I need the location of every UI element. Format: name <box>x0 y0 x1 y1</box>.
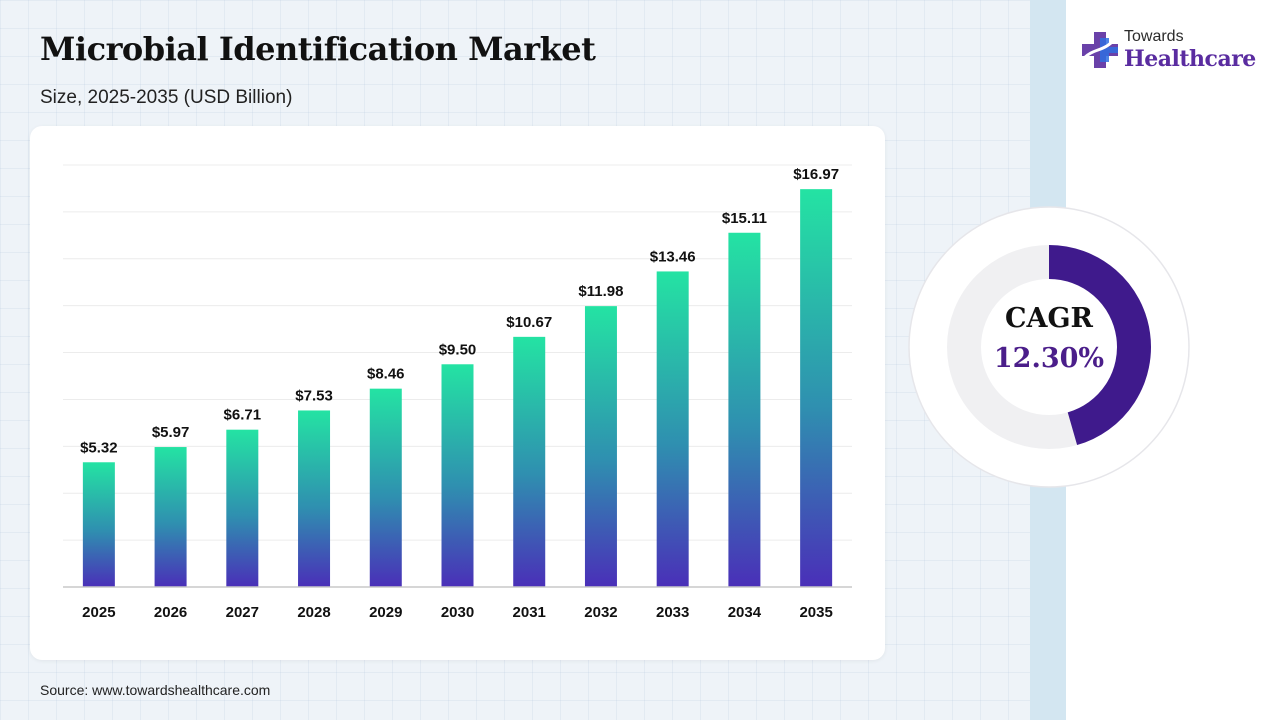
data-label-2025: $5.32 <box>80 439 118 456</box>
data-label-2026: $5.97 <box>152 424 190 441</box>
x-tick-2030: 2030 <box>441 604 474 621</box>
data-label-2032: $11.98 <box>578 283 623 300</box>
bars <box>82 189 833 588</box>
data-label-2030: $9.50 <box>439 341 477 358</box>
cagr-value: 12.30% <box>993 343 1105 374</box>
data-label-2035: $16.97 <box>793 166 839 183</box>
bar-2034 <box>728 232 761 587</box>
data-label-2031: $10.67 <box>506 314 552 331</box>
bar-2030 <box>441 364 474 587</box>
bar-2025 <box>82 462 115 587</box>
cagr-donut: CAGR 12.30% <box>907 205 1191 489</box>
chart-card: $5.32 $5.97 $6.71 $7.53 $8.46 $9.50 $10.67 $11.… <box>30 126 885 660</box>
data-label-2033: $13.46 <box>650 248 696 265</box>
cagr-label: CAGR <box>1005 303 1093 334</box>
medical-cross-icon <box>1082 32 1118 68</box>
x-tick-2027: 2027 <box>226 604 259 621</box>
data-labels: $5.32 $5.97 $6.71 $7.53 $8.46 $9.50 $10.67 $11.… <box>80 166 839 456</box>
cagr-donut-chart <box>908 206 1190 488</box>
brand-logo: Towards Healthcare <box>1080 28 1260 78</box>
bar-2026 <box>154 447 187 587</box>
x-tick-2026: 2026 <box>154 604 187 621</box>
data-label-2029: $8.46 <box>367 366 405 383</box>
data-label-2034: $15.11 <box>722 210 767 227</box>
x-tick-2031: 2031 <box>513 604 546 621</box>
bar-2027 <box>226 429 259 587</box>
x-tick-2029: 2029 <box>369 604 402 621</box>
data-label-2027: $6.71 <box>224 407 262 424</box>
bar-2033 <box>656 271 689 587</box>
x-tick-2032: 2032 <box>584 604 617 621</box>
bar-2035 <box>800 189 833 588</box>
page-title: Microbial Identification Market <box>40 30 596 68</box>
x-tick-2035: 2035 <box>799 604 832 621</box>
data-label-2028: $7.53 <box>295 387 333 404</box>
x-tick-2034: 2034 <box>728 604 762 621</box>
x-tick-labels: 2025 2026 2027 2028 2029 2030 2031 2032 2033 2034… <box>82 604 833 621</box>
page-subtitle: Size, 2025-2035 (USD Billion) <box>40 87 293 108</box>
bar-2029 <box>369 388 402 587</box>
x-tick-2033: 2033 <box>656 604 689 621</box>
x-tick-2025: 2025 <box>82 604 115 621</box>
bar-2032 <box>584 306 617 587</box>
x-tick-2028: 2028 <box>297 604 330 621</box>
logo-text-healthcare: Healthcare <box>1124 46 1256 72</box>
bar-2031 <box>513 336 546 587</box>
donut-arc <box>1048 245 1151 446</box>
bar-chart: $5.32 $5.97 $6.71 $7.53 $8.46 $9.50 $10.67 $11.… <box>63 164 852 621</box>
source-note: Source: www.towardshealthcare.com <box>40 682 271 698</box>
bar-2028 <box>298 410 331 587</box>
logo-text-towards: Towards <box>1124 28 1184 45</box>
